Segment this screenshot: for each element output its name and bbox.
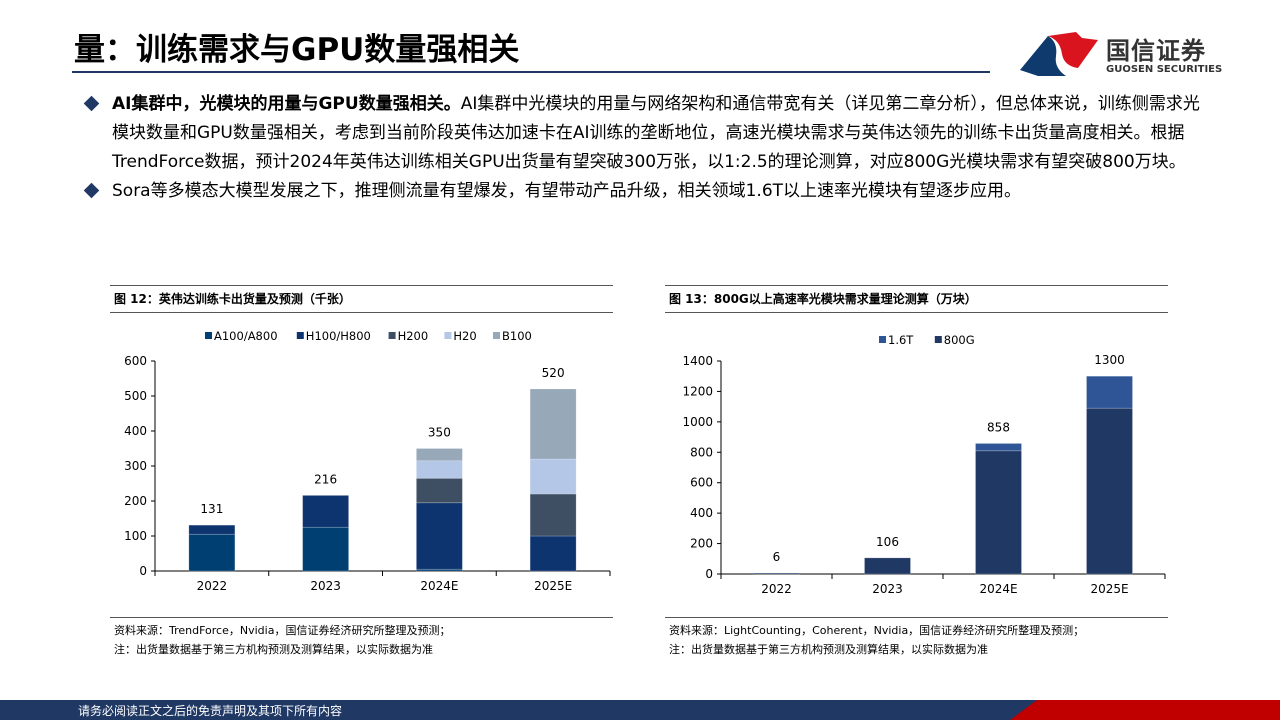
y-tick-label: 600 xyxy=(690,476,713,490)
bullet-text: Sora等多模态大模型发展之下，推理侧流量有望爆发，有望带动产品升级，相关领域1… xyxy=(112,181,1022,201)
bullet-item: AI集群中，光模块的用量与GPU数量强相关。AI集群中光模块的用量与网络架构和通… xyxy=(83,90,1204,177)
total-label: 131 xyxy=(200,502,223,516)
x-tick-label: 2023 xyxy=(310,579,341,593)
legend-swatch xyxy=(388,332,396,339)
bar-segment-b100 xyxy=(529,388,577,460)
y-tick-label: 800 xyxy=(690,445,713,459)
legend-swatch xyxy=(493,332,500,339)
logo-mark-icon xyxy=(1020,32,1098,76)
y-tick-label: 200 xyxy=(124,494,147,508)
y-tick-label: 1400 xyxy=(682,354,713,368)
bar-segment-h20 xyxy=(415,460,463,479)
diamond-bullet-icon xyxy=(83,95,100,112)
legend-label: 1.6T xyxy=(888,333,914,347)
total-label: 216 xyxy=(314,472,337,486)
legend-label: H200 xyxy=(398,329,429,343)
chart-note: 注：出货量数据基于第三方机构预测及测算结果，以实际数据为准 xyxy=(114,643,433,656)
bullet-list: AI集群中，光模块的用量与GPU数量强相关。AI集群中光模块的用量与网络架构和通… xyxy=(83,90,1204,206)
footer-bar: 请务必阅读正文之后的免责声明及其项下所有内容 xyxy=(0,700,1280,720)
legend-swatch xyxy=(205,332,212,339)
y-tick-label: 0 xyxy=(705,567,713,581)
x-tick-label: 2025E xyxy=(534,579,572,593)
bullet-bold: AI集群中，光模块的用量与GPU数量强相关。 xyxy=(112,94,461,114)
legend-swatch xyxy=(444,332,452,339)
legend-swatch xyxy=(934,336,942,343)
x-tick-label: 2024E xyxy=(979,582,1017,596)
chart-panel-gpu: 图 12：英伟达训练卡出货量及预测（千张） 0 100 200 300 400 500 60… xyxy=(110,285,613,661)
y-tick-label: 600 xyxy=(124,354,147,368)
chart-source: 资料来源：LightCounting，Coherent，Nvidia，国信证券经… xyxy=(669,624,1085,637)
bar-segment-h100h800 xyxy=(415,502,463,570)
y-tick-label: 1000 xyxy=(682,415,713,429)
bar-segment-h200 xyxy=(415,477,463,504)
chart-title: 图 12：英伟达训练卡出货量及预测（千张） xyxy=(110,285,613,313)
x-tick-label: 2023 xyxy=(872,582,903,596)
legend-label: H20 xyxy=(453,329,476,343)
bar-segment-800g xyxy=(753,572,800,575)
bullet-text: AI集群中光模块的用量与网络架构和通信带宽有关（详见第二章分析），但总体来说，训… xyxy=(112,94,1200,172)
bar-segment-h100h800 xyxy=(529,535,577,572)
bar-segment-h100h800 xyxy=(188,524,236,535)
y-tick-label: 400 xyxy=(690,506,713,520)
y-tick-label: 300 xyxy=(124,459,147,473)
x-tick-label: 2022 xyxy=(197,579,228,593)
bar-segment-a100a800 xyxy=(302,526,350,572)
bar-segment-h100h800 xyxy=(302,494,350,528)
bar-segment-h200 xyxy=(529,493,577,537)
bar-segment-800g xyxy=(975,450,1022,575)
guosen-logo: 国信证券 GUOSEN SECURITIES xyxy=(1018,28,1228,78)
bar-segment-b100 xyxy=(415,448,463,462)
x-tick-label: 2022 xyxy=(761,582,792,596)
footer-accent xyxy=(1010,700,1280,720)
chart-title: 图 13：800G以上高速率光模块需求量理论测算（万块） xyxy=(665,285,1168,313)
divider xyxy=(665,617,1168,618)
total-label: 858 xyxy=(987,420,1010,434)
x-tick-label: 2024E xyxy=(420,579,458,593)
legend-label: A100/A800 xyxy=(214,329,278,343)
total-label: 6 xyxy=(773,550,781,564)
y-tick-label: 400 xyxy=(124,424,147,438)
y-tick-label: 200 xyxy=(690,537,713,551)
legend-swatch xyxy=(296,332,304,339)
legend-label: H100/H800 xyxy=(306,329,371,343)
y-tick-label: 0 xyxy=(139,564,147,578)
total-label: 106 xyxy=(876,535,899,549)
logo-text-en: GUOSEN SECURITIES xyxy=(1106,64,1223,75)
diamond-bullet-icon xyxy=(83,182,100,199)
chart-panel-optical: 图 13：800G以上高速率光模块需求量理论测算（万块） 0 200 400 600 8… xyxy=(665,285,1168,661)
bar-segment-a100a800 xyxy=(188,533,236,572)
total-label: 520 xyxy=(542,366,565,380)
x-tick-label: 2025E xyxy=(1090,582,1128,596)
bar-segment-800g xyxy=(864,557,911,575)
bar-segment-16t xyxy=(1086,375,1133,409)
total-label: 350 xyxy=(428,426,451,440)
gpu-shipments-chart: 0 100 200 300 400 500 600 131 2022 216 2023 350 2024… xyxy=(124,329,611,593)
legend-label: 800G xyxy=(944,333,975,347)
chart-note: 注：出货量数据基于第三方机构预测及测算结果，以实际数据为准 xyxy=(669,643,988,656)
chart-source: 资料来源：TrendForce，Nvidia，国信证券经济研究所整理及预测； xyxy=(114,624,451,637)
y-tick-label: 1200 xyxy=(682,384,713,398)
y-tick-label: 100 xyxy=(124,529,147,543)
total-label: 1300 xyxy=(1094,353,1125,367)
bar-segment-800g xyxy=(1086,407,1133,575)
logo-text-cn: 国信证券 xyxy=(1106,37,1206,65)
title-divider xyxy=(72,71,990,73)
bar-segment-h20 xyxy=(529,458,577,495)
bar-segment-16t xyxy=(975,443,1022,452)
divider xyxy=(110,617,613,618)
page-title: 量：训练需求与GPU数量强相关 xyxy=(74,32,520,68)
footer-disclaimer: 请务必阅读正文之后的免责声明及其项下所有内容 xyxy=(78,704,343,718)
optical-module-chart: 0 200 400 600 800 1000 1200 1400 6 2022 106 2023 858… xyxy=(682,333,1166,596)
y-tick-label: 500 xyxy=(124,389,147,403)
legend-label: B100 xyxy=(502,329,532,343)
legend-swatch xyxy=(879,336,886,343)
bullet-item: Sora等多模态大模型发展之下，推理侧流量有望爆发，有望带动产品升级，相关领域1… xyxy=(83,177,1204,206)
